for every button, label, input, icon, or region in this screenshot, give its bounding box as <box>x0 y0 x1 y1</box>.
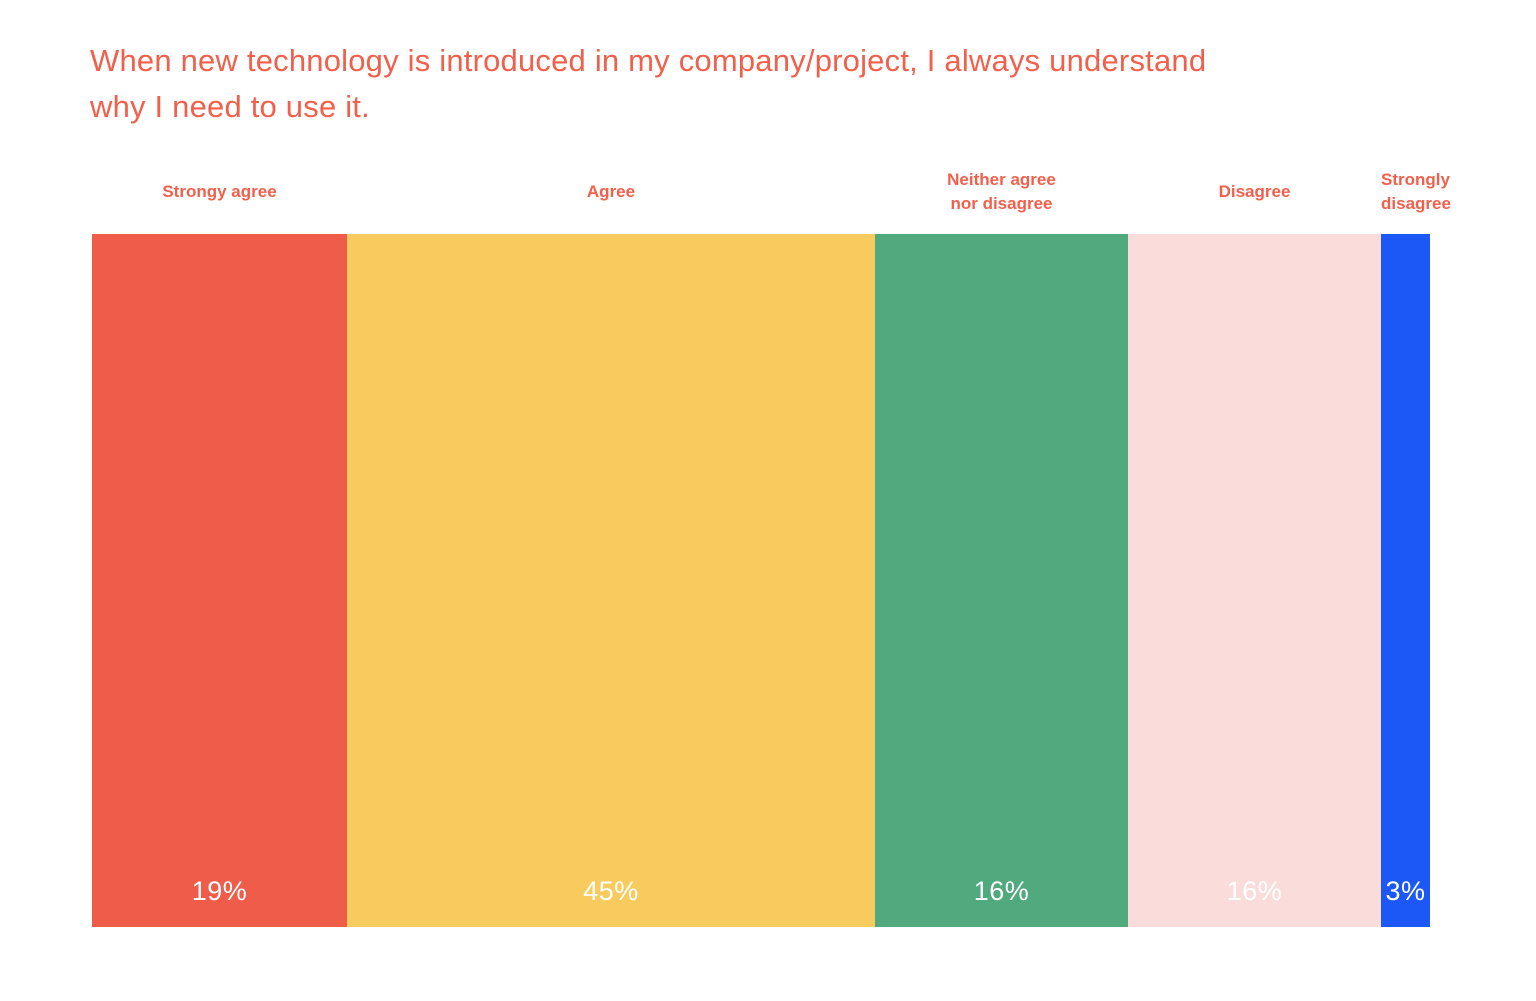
category-label-line: Strongly <box>1381 170 1450 189</box>
value-label-neither-agree-nor-disagree: 16% <box>973 876 1030 906</box>
value-label-strongy-agree: 19% <box>191 876 248 906</box>
category-label-strongy-agree: Strongy agree <box>92 180 347 204</box>
value-label-agree: 45% <box>583 876 639 906</box>
category-label-strongly-disagree: Strongly disagree <box>1381 168 1451 216</box>
category-label-line: nor disagree <box>950 194 1053 213</box>
category-label-line: Agree <box>586 182 636 201</box>
stacked-bar-chart: Strongy agree Agree Neither agree nor disag… <box>92 168 1451 927</box>
bar-segment-strongly-disagree: 3% <box>1381 234 1430 927</box>
bar-segment-strongy-agree: 19% <box>92 234 348 927</box>
category-label-agree: Agree <box>347 180 875 204</box>
category-label-neither-agree-nor-disagree: Neither agree nor disagree <box>875 168 1128 216</box>
category-label-line: disagree <box>1381 194 1451 213</box>
category-label-disagree: Disagree <box>1128 180 1381 204</box>
bar-segment-agree: 45% <box>347 234 875 927</box>
category-labels-row: Strongy agree Agree Neither agree nor disag… <box>92 168 1451 216</box>
chart-title: When new technology is introduced in my … <box>90 38 1206 130</box>
chart-title-line-1: When new technology is introduced in my … <box>90 43 1207 78</box>
bar-segment-neither-agree-nor-disagree: 16% <box>874 234 1128 927</box>
category-label-line: Disagree <box>1218 182 1291 201</box>
value-label-strongly-disagree: 3% <box>1385 876 1426 906</box>
category-label-line: Strongy agree <box>162 182 277 201</box>
bar-segment-disagree: 16% <box>1128 234 1382 927</box>
chart-title-line-2: why I need to use it. <box>90 89 370 124</box>
value-label-disagree: 16% <box>1226 876 1283 906</box>
category-label-line: Neither agree <box>947 170 1056 189</box>
stacked-bar: 19% 45% 16% 16% 3% <box>92 234 1430 927</box>
